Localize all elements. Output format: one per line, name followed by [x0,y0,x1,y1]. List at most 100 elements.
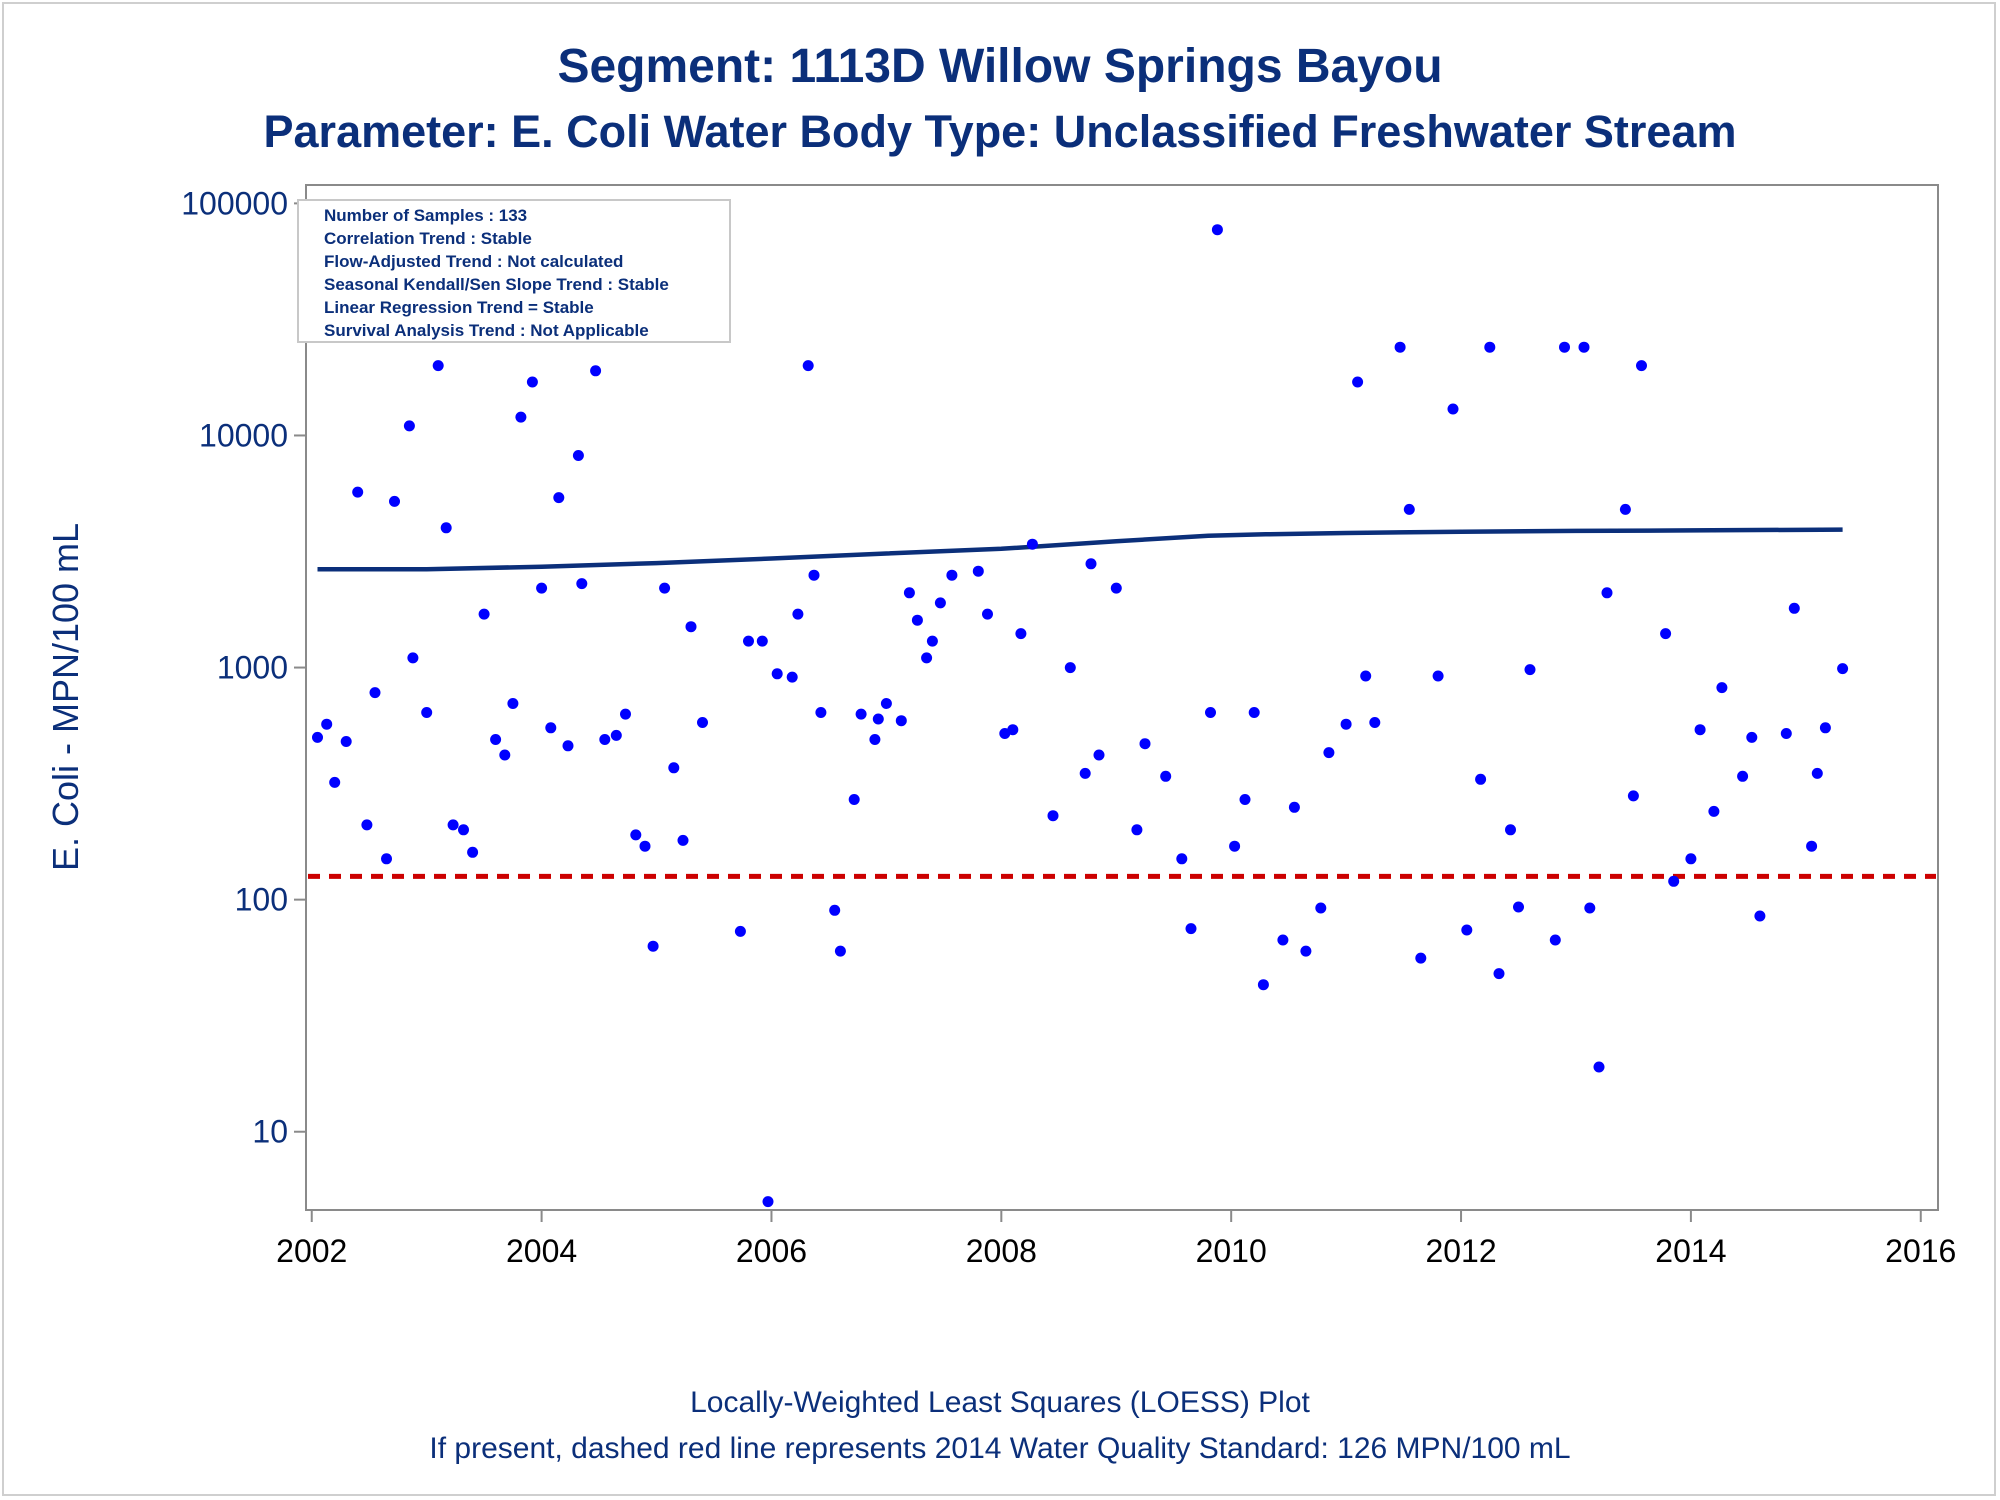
sample-point [1257,979,1269,991]
x-tick-label: 2004 [506,1233,577,1269]
sample-point [1211,224,1223,236]
sample-point [1432,670,1444,682]
sample-point [620,708,631,720]
x-axis: 2002 2004 2006 2008 2010 2012 2014 2016 [276,1210,1956,1269]
x-tick-label: 2002 [276,1233,347,1269]
sample-point [1079,767,1091,779]
sample-point [421,707,433,718]
sample-point [1047,810,1059,822]
sample-point [1780,728,1792,739]
sample-point [526,376,538,388]
y-tick-label: 1000 [217,650,288,686]
stats-box-border [297,199,731,343]
sample-point [1064,662,1076,674]
sample-point [361,819,373,831]
stats-box: Number of Samples : 133 Correlation Tren… [297,199,731,343]
sample-point [515,411,527,423]
sample-point [848,794,860,805]
sample-point [834,945,846,957]
sample-point [743,635,754,647]
sample-point [934,597,946,609]
sample-point [697,717,708,728]
sample-point [802,360,814,372]
sample-point [458,824,469,836]
sample-point [855,708,867,720]
y-axis-label: E. Coli - MPN/100 mL [45,523,86,871]
sample-point [1788,602,1800,614]
stats-line: Survival Analysis Trend : Not Applicable [324,321,649,340]
sample-point [1026,538,1038,550]
sample-point [1754,910,1766,922]
plot-area [305,184,1939,1211]
x-tick-label: 2016 [1885,1233,1956,1269]
sample-point [1484,341,1496,353]
stats-line: Linear Regression Trend = Stable [324,298,594,317]
sample-point [1360,670,1372,682]
sample-point [1007,724,1019,736]
sample-point [1549,934,1561,946]
sample-point [1505,824,1516,836]
sample-point [1461,924,1473,936]
sample-point [536,582,548,594]
sample-point [312,731,323,743]
stats-line: Number of Samples : 133 [324,206,527,225]
sample-point [1559,341,1570,353]
stats-line: Seasonal Kendall/Sen Slope Trend : Stabl… [324,275,669,294]
sample-point [1737,770,1749,782]
sample-point [340,736,352,747]
sample-point [1277,934,1289,946]
footer-line-1: Locally-Weighted Least Squares (LOESS) P… [690,1386,1310,1419]
sample-point [1746,731,1758,743]
sample-point [926,635,938,647]
sample-point [668,762,680,774]
sample-point [447,819,459,831]
sample-point [1369,717,1381,728]
sample-point [1340,718,1352,730]
y-tick-label: 10000 [199,417,288,453]
sample-point [610,729,622,741]
sample-point [545,722,557,734]
sample-point [921,652,933,664]
sample-point [403,420,415,432]
sample-point [756,635,768,647]
y-tick-label: 10 [252,1114,288,1150]
sample-point [478,608,490,620]
sample-point [734,925,746,937]
sample-point [499,749,511,761]
sample-point [1601,587,1613,599]
sample-point [490,734,502,745]
sample-point [1403,503,1415,515]
footer-line-2: If present, dashed red line represents 2… [429,1432,1570,1465]
loess-line [317,527,1843,572]
sample-point [553,492,565,504]
sample-point [659,582,671,594]
sample-point [1584,902,1596,914]
sample-point [972,565,984,577]
sample-point [677,834,689,846]
sample-point [630,829,642,841]
sample-point [1288,801,1300,813]
x-tick-label: 2010 [1196,1233,1267,1269]
sample-point [1323,747,1335,759]
sample-point [685,621,697,633]
chart-title: Segment: 1113D Willow Springs Bayou [557,40,1442,93]
sample-point [1300,945,1312,957]
sample-point [1708,805,1720,817]
sample-point [1093,749,1105,761]
sample-point [982,608,993,620]
sample-point [1627,790,1639,802]
sample-point [1415,952,1427,964]
sample-point [1185,923,1197,935]
sample-point [1660,628,1672,640]
y-axis: 10 100 1000 10000 100000 [181,185,306,1150]
sample-point [1636,360,1647,372]
sample-point [407,652,419,664]
sample-point [1085,558,1097,570]
sample-point [639,840,651,852]
sample-point [1394,341,1406,353]
sample-point [576,578,588,590]
sample-point [786,671,798,683]
sample-point [321,718,333,730]
